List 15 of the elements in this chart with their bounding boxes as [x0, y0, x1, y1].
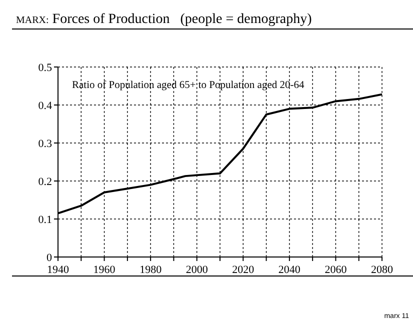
x-tick-label: 2040	[278, 264, 301, 276]
y-tick-label: 0.5	[38, 62, 52, 74]
x-tick-label: 1940	[47, 264, 70, 276]
x-tick-label: 2000	[186, 264, 208, 276]
x-tick-label: 1980	[140, 264, 162, 276]
chart-title: MARX: Forces of Production (people = demography)	[16, 12, 312, 27]
x-tick-label: 2080	[371, 264, 394, 276]
y-tick-label: 0.2	[38, 176, 52, 188]
y-tick-label: 0.1	[38, 214, 52, 226]
x-tick-label: 2060	[324, 264, 348, 276]
y-tick-label: 0	[46, 252, 52, 264]
y-tick-label: 0.3	[38, 138, 52, 150]
x-tick-label: 1960	[93, 264, 116, 276]
y-tick-label: 0.4	[38, 100, 52, 112]
x-tick-label: 2020	[232, 264, 255, 276]
